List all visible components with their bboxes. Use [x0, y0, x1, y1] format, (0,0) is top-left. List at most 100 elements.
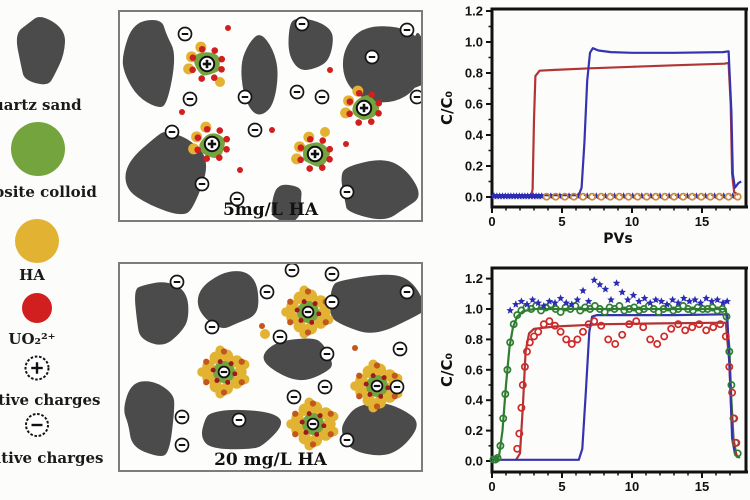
marker-baseline-orange-circles [697, 192, 706, 201]
uranium-dot [355, 89, 363, 97]
series-red-line [514, 321, 739, 461]
marker-red-circles [525, 338, 534, 347]
uranium-dot [385, 385, 391, 391]
marker-green-circles [556, 308, 565, 316]
ha-particle [350, 381, 360, 391]
ha-particle [319, 407, 332, 420]
uranium-dot [312, 301, 318, 307]
sand-grain [135, 282, 189, 345]
uranium-dot [232, 371, 238, 377]
marker-baseline-orange-circles [579, 192, 587, 201]
uranium-dot [203, 125, 211, 133]
series-blue-curve [492, 47, 742, 197]
uranium-dot [269, 127, 275, 133]
sand-grain [341, 403, 417, 456]
marker-red-circles [515, 429, 524, 438]
marker-red-circles [545, 317, 554, 326]
x-tick-label: 15 [695, 479, 709, 494]
sand-grain [201, 409, 282, 450]
marker-green-circles [503, 365, 512, 374]
uranium-dot [367, 391, 373, 397]
uranium-dot [223, 146, 230, 153]
marker-green-circles [513, 311, 522, 320]
uranium-dot [368, 91, 376, 98]
x-tick-label: 0 [488, 479, 495, 494]
marker-red-circles [702, 326, 711, 335]
marker-red-circles [646, 335, 655, 344]
marker-red-circles [523, 347, 531, 356]
marker-red-circles [639, 323, 648, 332]
uranium-ha-dot [391, 393, 398, 400]
marker-baseline-orange-circles [588, 192, 597, 201]
marker-blue-stars [652, 295, 660, 304]
x-tick-label: 5 [558, 479, 565, 494]
ha-particle [230, 376, 243, 389]
uranium-dot [306, 411, 312, 417]
uranium-dot [326, 145, 334, 153]
marker-baseline-orange-circles [733, 192, 742, 201]
uranium-dot [346, 98, 354, 105]
uranium-dot [375, 110, 382, 117]
uranium-dot [237, 167, 243, 173]
pore-scale-diagram-20mg [124, 264, 421, 457]
legend-label-ha: HA [19, 266, 45, 284]
marker-baseline-orange-circles [633, 192, 642, 201]
marker-red-circles [695, 320, 704, 329]
uranium-dot [303, 429, 309, 435]
uranium-dot [297, 144, 305, 151]
uranium-dot [363, 381, 369, 387]
uranium-dot [203, 155, 210, 162]
marker-blue-stars [723, 297, 731, 305]
marker-red-circles [632, 317, 641, 326]
marker-baseline-orange-circles [615, 192, 624, 201]
ha-particle [314, 295, 327, 308]
y-tick-label: 1.0 [465, 302, 483, 317]
uranium-dot [381, 375, 387, 381]
marker-blue-stars [674, 298, 682, 307]
marker-red-circles [597, 321, 606, 330]
sand-grain [341, 160, 419, 220]
sand-grain [271, 184, 302, 220]
marker-blue-stars [624, 295, 632, 304]
marker-red-circles [618, 330, 627, 339]
uranium-dot [189, 66, 196, 74]
marker-green-circles [659, 305, 668, 313]
marker-blue-stars [612, 279, 621, 287]
x-tick-label: 0 [488, 214, 495, 229]
marker-green-circles [635, 306, 643, 315]
y-tick-label: 0.2 [465, 159, 483, 174]
y-tick-label: 1.2 [465, 271, 483, 286]
sand-grain [122, 20, 175, 107]
marker-blue-stars [691, 295, 699, 304]
uranium-dot [225, 379, 231, 385]
sand-grain [197, 271, 259, 329]
sand-grain [342, 26, 421, 103]
marker-blue-stars [573, 295, 582, 304]
uranium-ha-dot [322, 319, 329, 326]
marker-blue-stars [663, 300, 671, 308]
marker-blue-stars [562, 298, 570, 307]
uranium-dot [326, 156, 333, 163]
uranium-circle [22, 293, 52, 323]
marker-baseline-orange-circles [551, 192, 560, 201]
uranium-dot [321, 423, 327, 429]
x-tick-label: 5 [558, 214, 565, 229]
marker-blue-stars [517, 297, 526, 305]
uranium-dot [346, 110, 353, 118]
marker-red-circles [551, 321, 559, 330]
x-axis-label: PVs [603, 231, 632, 247]
marker-green-circles [600, 308, 609, 316]
uranium-dot [179, 109, 185, 115]
uranium-dot [367, 118, 375, 125]
uranium-ha-dot [287, 298, 294, 305]
marker-green-circles [703, 305, 712, 313]
uranium-ha-dot [373, 362, 381, 369]
y-tick-label: 0.8 [465, 332, 483, 347]
ha-particle [383, 390, 396, 403]
y-tick-label: 0.8 [465, 66, 483, 81]
marker-blue-stars [629, 291, 638, 299]
uranium-dot [327, 67, 333, 73]
uranium-dot [352, 345, 358, 351]
marker-green-circles [501, 390, 510, 399]
marker-baseline-orange-circles [651, 192, 660, 201]
